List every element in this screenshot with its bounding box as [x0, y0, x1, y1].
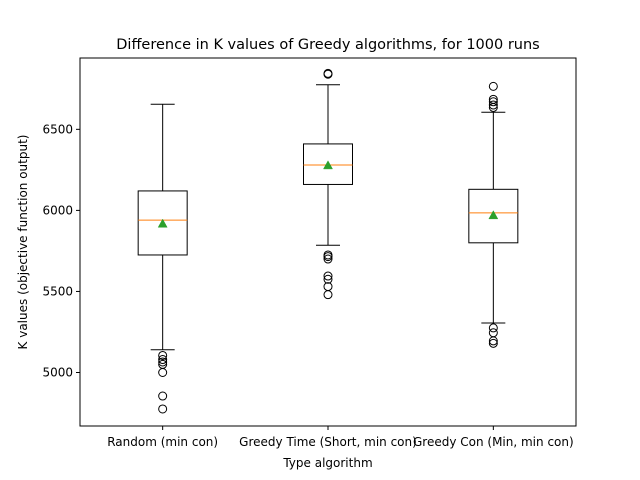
- iqr-box: [137, 190, 188, 256]
- outlier-point: [158, 357, 168, 367]
- outlier-point: [488, 81, 498, 91]
- mean-marker: [488, 210, 499, 220]
- outlier-point: [488, 328, 498, 338]
- outlier-point: [158, 355, 168, 365]
- x-axis-label: Type algorithm: [282, 456, 372, 470]
- box-group-1: [137, 103, 188, 414]
- outlier-point: [323, 254, 333, 264]
- iqr-box: [468, 188, 519, 244]
- plot-area: [137, 68, 519, 414]
- outlier-point: [158, 404, 168, 414]
- outlier-point: [323, 69, 333, 79]
- outlier-point: [488, 338, 498, 348]
- y-axis-label: K values (objective function output): [16, 135, 30, 350]
- outlier-point: [488, 102, 498, 112]
- outlier-point: [323, 252, 333, 262]
- outlier-point: [323, 274, 333, 284]
- outlier-point: [488, 336, 498, 346]
- mean-marker: [323, 160, 333, 170]
- outlier-point: [323, 290, 333, 300]
- outlier-point: [158, 391, 168, 401]
- x-tick-label: Random (min con): [107, 435, 218, 449]
- outlier-point: [323, 271, 333, 281]
- y-tick-label: 6000: [42, 203, 73, 217]
- x-tick-label: Greedy Time (Short, min con): [239, 435, 417, 449]
- chart-title: Difference in K values of Greedy algorit…: [116, 37, 539, 53]
- box-group-2: [303, 68, 353, 300]
- iqr-box: [303, 143, 353, 185]
- outlier-point: [488, 323, 498, 333]
- outlier-point: [158, 368, 168, 378]
- outlier-point: [488, 97, 498, 107]
- y-tick-label: 6500: [42, 122, 73, 136]
- outlier-point: [488, 100, 498, 110]
- x-tick-label: Greedy Con (Min, min con): [413, 435, 574, 449]
- mean-marker: [157, 218, 168, 228]
- y-tick-label: 5500: [42, 284, 73, 298]
- x-axis: Random (min con) Greedy Time (Short, min …: [107, 426, 574, 449]
- box-group-3: [468, 81, 519, 348]
- outlier-point: [158, 350, 168, 360]
- y-tick-label: 5000: [42, 366, 73, 380]
- y-axis: 5000 5500 6000 6500: [42, 122, 80, 380]
